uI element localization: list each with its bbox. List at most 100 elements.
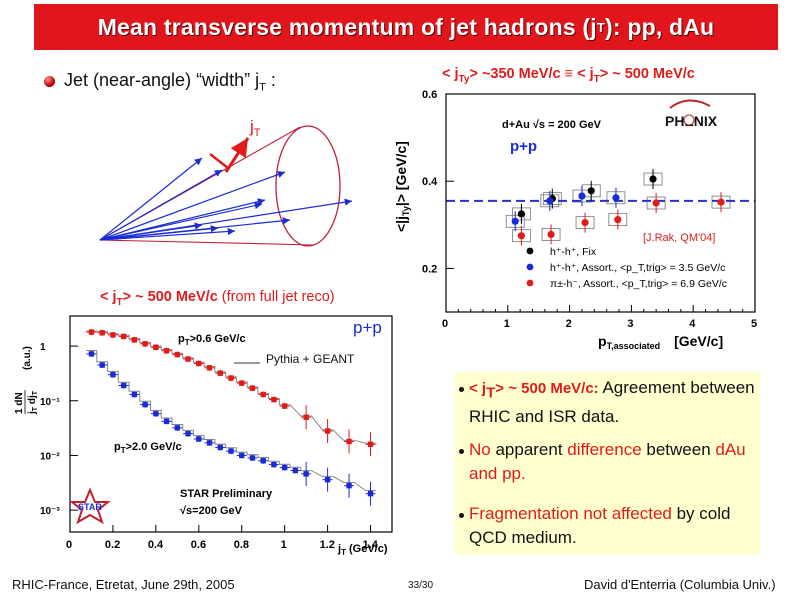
preliminary-label: STAR Preliminary <box>180 488 273 500</box>
svg-text:(a.u.): (a.u.) <box>22 346 33 370</box>
data-point <box>196 436 202 442</box>
data-point <box>88 351 95 357</box>
data-point <box>99 362 105 368</box>
y-tick-label: 10⁻¹ <box>40 397 60 408</box>
data-point <box>281 403 288 409</box>
x-axis-label: jT (GeV/c) <box>337 543 388 557</box>
data-point <box>303 471 309 477</box>
notes-box: < jT> ~ 500 MeV/c: Agreement between RHI… <box>455 372 760 555</box>
footer-right: David d'Enterria (Columbia Univ.) <box>584 577 776 592</box>
svg-text:jT djT: jT djT <box>27 390 39 415</box>
data-point <box>196 360 202 367</box>
data-point <box>249 385 256 391</box>
track-arrow <box>99 202 263 241</box>
data-point <box>717 198 725 206</box>
note-1: < jT> ~ 500 MeV/c: Agreement between RHI… <box>459 376 759 429</box>
x-tick-label: 0.2 <box>105 539 120 551</box>
footer-left: RHIC-France, Etretat, June 29th, 2005 <box>12 577 235 592</box>
track-arrow <box>99 169 223 241</box>
data-point <box>206 440 213 446</box>
intro-post: : <box>265 70 276 90</box>
x-axis-label: pT,associated [GeV/c] <box>598 333 723 351</box>
data-point <box>578 192 586 200</box>
jt-arrow <box>224 137 250 173</box>
data-point <box>174 351 181 358</box>
track-arrow <box>99 217 291 241</box>
phenix-logo-icon: PHENIX <box>665 99 718 129</box>
data-point <box>367 490 374 497</box>
x-tick-label: 1 <box>504 318 510 330</box>
legend-marker <box>526 263 534 271</box>
x-tick-label: 0 <box>442 318 448 330</box>
data-point <box>142 341 148 347</box>
jet-cone-diagram: jT <box>99 117 353 247</box>
star-header: < jT> ~ 500 MeV/c (from full jet reco) <box>100 289 335 308</box>
y-tick-label: 1 <box>40 342 46 353</box>
x-tick-label: 1.2 <box>320 539 335 551</box>
data-point <box>120 333 127 340</box>
data-point <box>587 187 595 195</box>
track-arrow <box>99 171 286 241</box>
x-tick-label: 3 <box>627 318 633 330</box>
data-point <box>517 210 525 218</box>
svg-text:1 dN: 1 dN <box>14 392 25 414</box>
intro-pre: Jet (near-angle) “width” j <box>64 70 260 90</box>
note-2: No apparent difference between dAu and p… <box>459 438 759 486</box>
pythia-histogram <box>86 330 376 444</box>
legend-marker <box>526 247 534 255</box>
intro-text: Jet (near-angle) “width” jT : <box>64 70 276 94</box>
system-label: d+Au √s = 200 GeV <box>502 119 602 131</box>
data-point <box>239 452 245 459</box>
cone-edge-bottom <box>99 239 316 246</box>
phenix-header: < jTy> ~350 MeV/c ≡ < jT> ~ 500 MeV/c <box>442 66 695 85</box>
data-point <box>511 217 519 225</box>
x-tick-label: 2 <box>566 318 572 330</box>
reference-label: [J.Rak, QM'04] <box>643 232 715 244</box>
data-point <box>174 425 181 431</box>
data-point <box>131 337 138 343</box>
data-point <box>367 441 374 447</box>
x-tick-label: 0.8 <box>234 539 249 551</box>
legend-marker <box>526 279 534 287</box>
energy-label: √s=200 GeV <box>180 505 243 517</box>
data-point <box>324 428 331 434</box>
data-point <box>249 455 256 461</box>
data-point <box>271 396 277 403</box>
data-point <box>614 215 622 224</box>
note-3: Fragmentation not affected by cold QCD m… <box>459 502 759 550</box>
data-point <box>217 370 223 376</box>
phenix-logo-mark <box>683 114 695 126</box>
x-tick-label: 4 <box>689 318 696 330</box>
data-point <box>163 348 170 354</box>
title-sub: T <box>596 19 606 35</box>
y-axis-label: 1 dN jT djT (a.u.) <box>14 346 39 415</box>
data-point <box>517 232 525 240</box>
data-point <box>612 194 620 202</box>
data-point <box>99 330 105 336</box>
x-tick-label: 0.4 <box>148 539 164 551</box>
star-chart: 0 0.2 0.4 0.6 0.8 1 1.2 1.4 10⁻³ 10⁻² 10⁻¹ 1 pT>0.6… <box>14 315 393 557</box>
jt-label: jT <box>249 117 261 139</box>
series-label-1: pT>2.0 GeV/c <box>114 441 182 455</box>
plot-frame <box>445 93 756 313</box>
series-label-0: pT>0.6 GeV/c <box>178 333 246 347</box>
plot-frame <box>69 315 393 533</box>
page-number: 33/30 <box>408 580 434 591</box>
data-point <box>110 332 116 338</box>
pp-label: p+p <box>353 318 382 337</box>
data-point <box>228 448 234 454</box>
data-point <box>185 356 191 362</box>
y-tick-label: 10⁻² <box>40 451 60 462</box>
star-logo-icon: STAR <box>69 487 111 525</box>
x-tick-label: 0 <box>66 539 72 551</box>
data-point <box>163 418 170 425</box>
phenix-chart: 0 1 2 3 4 5 0.2 0.4 0.6 d+Au √s = 200 GeV p+p PH… <box>393 89 757 351</box>
data-point <box>649 175 657 183</box>
data-point <box>228 375 234 381</box>
y-tick-label: 0.4 <box>422 176 438 188</box>
y-tick-label: 10⁻³ <box>40 506 60 517</box>
data-point <box>110 371 116 378</box>
star-logo-text: STAR <box>78 502 102 512</box>
intro-sub: T <box>259 81 266 94</box>
legend-label: h⁺-h⁺, Fix <box>550 246 597 258</box>
